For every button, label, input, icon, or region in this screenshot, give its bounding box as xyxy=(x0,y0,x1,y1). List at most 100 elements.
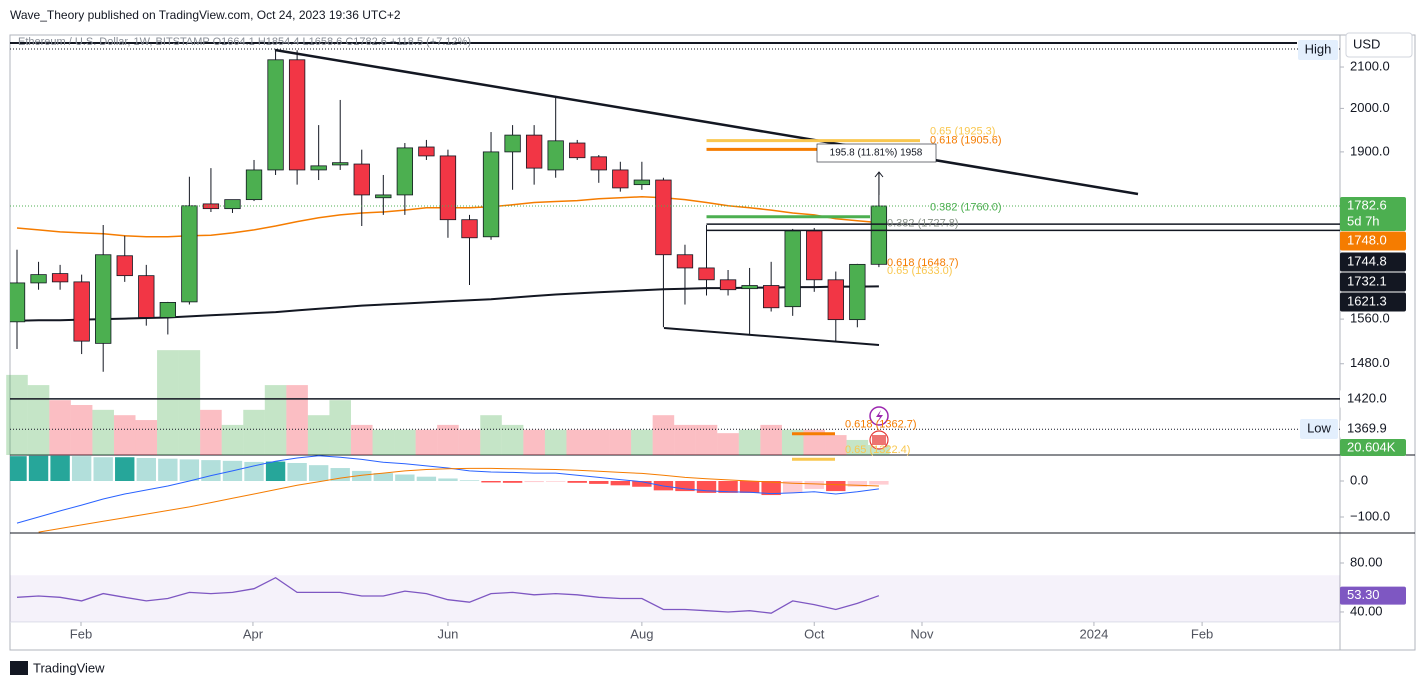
macd-histogram xyxy=(459,480,480,481)
x-tick-label: Feb xyxy=(70,626,92,641)
x-tick-label: 2024 xyxy=(1079,626,1108,641)
price-tag-label: 1621.3 xyxy=(1347,293,1387,308)
macd-histogram xyxy=(287,462,307,481)
price-tag-label: 1748.0 xyxy=(1347,232,1387,247)
volume-bar xyxy=(825,435,847,455)
candle-body xyxy=(51,273,69,283)
overlay: 195.8 (11.81%) 1958 USD High Low 0.65 (1… xyxy=(792,32,1413,605)
price-tag xyxy=(1340,197,1406,231)
volume-bar xyxy=(394,429,416,455)
candle-body xyxy=(762,285,780,309)
volume-bar xyxy=(264,385,287,455)
candle-body xyxy=(73,281,90,342)
x-tick-label: Oct xyxy=(804,626,825,641)
macd-histogram xyxy=(718,481,738,493)
volume-bar xyxy=(329,400,351,455)
candle-body xyxy=(655,179,672,256)
measure-label: 195.8 (11.81%) 1958 xyxy=(830,148,923,159)
candle-body xyxy=(159,302,176,318)
fib-label: 0.65 (1925.3) xyxy=(930,126,995,138)
price-tag xyxy=(1340,586,1406,605)
macd-histogram xyxy=(481,481,501,483)
candle-body xyxy=(95,254,112,344)
x-tick-label: Feb xyxy=(1191,626,1213,641)
low-tag xyxy=(1300,419,1338,439)
currency-button[interactable] xyxy=(1345,32,1413,58)
candle-body xyxy=(547,140,564,171)
macd-histogram xyxy=(696,481,717,493)
fib-label: 0.382 (1727.8) xyxy=(887,217,959,229)
candle-body xyxy=(245,169,263,201)
candle-body xyxy=(116,255,133,277)
volume-bar xyxy=(652,415,675,455)
volume-pane xyxy=(6,350,890,455)
volume-bar xyxy=(480,415,502,455)
candle-body xyxy=(612,169,629,189)
volume-bar xyxy=(70,405,93,455)
macd-histogram xyxy=(308,465,329,481)
volume-bar xyxy=(760,424,782,455)
macd-histogram xyxy=(739,481,760,493)
candle-body xyxy=(806,230,823,281)
signal-line xyxy=(38,467,879,533)
x-tick-label: Jun xyxy=(437,626,458,641)
macd-histogram xyxy=(265,461,286,481)
candle-body xyxy=(525,134,543,169)
price-tag xyxy=(1340,231,1406,251)
currency: USD xyxy=(1353,36,1380,51)
candle-body xyxy=(461,219,478,239)
volume-bar xyxy=(868,444,890,455)
candle-body xyxy=(633,179,651,186)
rsi-line xyxy=(16,576,880,614)
volume-bar xyxy=(846,439,869,455)
macd-histogram xyxy=(545,481,566,482)
price-tag xyxy=(1340,252,1406,272)
candle-body xyxy=(698,267,715,281)
event-icon-glyph xyxy=(876,410,883,423)
macd-histogram xyxy=(28,455,49,481)
macd-histogram xyxy=(115,457,135,481)
candle-body xyxy=(138,275,155,318)
macd-histogram xyxy=(10,456,27,481)
legend: Ethereum / U.S. Dollar, 1W, BITSTAMP O16… xyxy=(18,36,471,48)
price-tag-label: 1744.8 xyxy=(1347,253,1387,268)
rsi-band xyxy=(10,575,1340,622)
y-tick-label: 1480.0 xyxy=(1350,355,1390,370)
candle-body xyxy=(30,274,47,284)
candle-body xyxy=(482,151,500,238)
candle-body xyxy=(590,156,607,171)
volume-bar xyxy=(372,429,395,455)
measure-box xyxy=(816,143,937,163)
volume-bar xyxy=(178,350,201,455)
candle-body xyxy=(10,282,26,323)
macd-histogram xyxy=(524,481,544,483)
y-tick-label: 2000.0 xyxy=(1350,100,1390,115)
volume-bar xyxy=(781,429,804,455)
macd-histogram xyxy=(804,481,824,489)
volume-bar xyxy=(113,415,136,455)
candle-body xyxy=(870,205,888,265)
macd-histogram xyxy=(675,481,695,492)
volume-bar xyxy=(588,429,610,455)
candle-body xyxy=(353,163,370,196)
volume-bar xyxy=(307,415,330,455)
macd-histogram xyxy=(416,476,437,481)
volume-bar xyxy=(501,424,524,455)
candle-body xyxy=(741,285,758,290)
volume-bar xyxy=(6,374,28,455)
frame xyxy=(9,34,1416,651)
price-tag xyxy=(1340,389,1406,409)
price-tag-label: 1420.0 xyxy=(1347,390,1387,405)
macd-histogram xyxy=(502,481,523,483)
fib-label: 0.65 (1322.4) xyxy=(845,444,910,456)
y-tick-label: 0.0 xyxy=(1350,472,1368,487)
macd-histogram xyxy=(438,478,458,481)
candle-body xyxy=(827,279,844,321)
x-tick-label: Apr xyxy=(243,626,264,641)
volume-bar xyxy=(738,429,761,455)
candle-body xyxy=(288,59,306,171)
fib-label: 0.382 (1760.0) xyxy=(930,202,1002,214)
volume-bar xyxy=(717,433,739,455)
volume-bar xyxy=(49,400,71,455)
candle-body xyxy=(310,165,327,171)
